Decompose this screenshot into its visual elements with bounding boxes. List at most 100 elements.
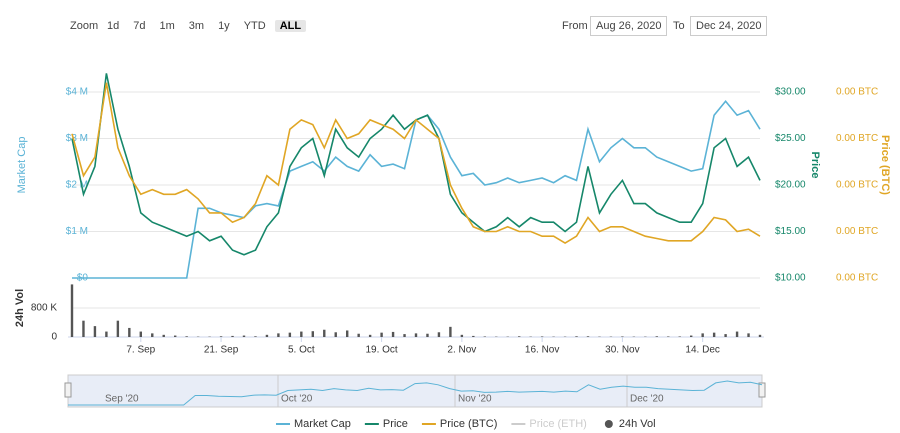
volume-bar bbox=[621, 336, 624, 337]
navigator[interactable] bbox=[67, 374, 763, 408]
volume-bar bbox=[128, 327, 131, 337]
volume-bar bbox=[758, 334, 762, 337]
volume-bar bbox=[449, 326, 452, 337]
volume-bar bbox=[265, 334, 269, 337]
zoom-button[interactable]: 7d bbox=[133, 20, 146, 32]
volume-bar bbox=[70, 284, 74, 337]
navigator-handle[interactable] bbox=[758, 382, 766, 398]
volume-bar bbox=[586, 336, 590, 337]
y-tick-label: $4 M bbox=[66, 87, 88, 98]
volume-bar bbox=[472, 335, 475, 337]
zoom-button[interactable]: ALL bbox=[274, 20, 307, 32]
x-tick-label: 5. Oct bbox=[288, 345, 315, 356]
legend-label[interactable]: Price bbox=[383, 418, 408, 430]
volume-bar bbox=[368, 334, 372, 337]
volume-bar bbox=[747, 333, 750, 337]
volume-bar bbox=[724, 334, 727, 337]
volume-bar bbox=[323, 329, 326, 337]
volume-bar bbox=[540, 336, 544, 337]
volume-bar bbox=[426, 333, 429, 337]
volume-bar bbox=[93, 326, 97, 337]
series-line bbox=[72, 100, 761, 279]
volume-bar bbox=[105, 331, 108, 337]
volume-bar bbox=[460, 334, 464, 337]
x-tick-label: 2. Nov bbox=[447, 345, 476, 356]
y-tick-label: $1 M bbox=[66, 226, 88, 237]
y3-tick-label: 0.00 BTC bbox=[836, 133, 878, 144]
volume-bar bbox=[151, 333, 154, 337]
y3-tick-label: 0.00 BTC bbox=[836, 226, 878, 237]
x-tick-label: 16. Nov bbox=[525, 345, 559, 356]
volume-bar bbox=[380, 332, 383, 337]
volume-bar bbox=[334, 332, 337, 337]
y3-tick-label: 0.00 BTC bbox=[836, 273, 878, 284]
volume-bar bbox=[162, 334, 165, 337]
y-tick-label: $0 bbox=[77, 273, 89, 284]
volume-bar bbox=[254, 336, 257, 337]
y3-axis-title: Price (BTC) bbox=[879, 135, 891, 195]
y-axis-title: Market Cap bbox=[16, 137, 28, 194]
legend-label[interactable]: Price (ETH) bbox=[529, 418, 586, 430]
legend-label[interactable]: 24h Vol bbox=[619, 418, 656, 430]
y2-tick-label: $30.00 bbox=[775, 87, 806, 98]
volume-bar bbox=[346, 330, 349, 337]
zoom-button[interactable]: 1d bbox=[107, 20, 120, 32]
navigator-label: Nov '20 bbox=[458, 394, 492, 405]
volume-bar bbox=[678, 336, 681, 337]
volume-bar bbox=[288, 332, 292, 337]
series-line bbox=[71, 73, 761, 256]
y3-tick-label: 0.00 BTC bbox=[836, 180, 878, 191]
volume-bar bbox=[242, 335, 246, 337]
x-tick-label: 14. Dec bbox=[685, 345, 719, 356]
volume-tick-label: 800 K bbox=[31, 303, 57, 314]
legend-label[interactable]: Market Cap bbox=[294, 418, 351, 430]
volume-axis-title: 24h Vol bbox=[14, 289, 26, 327]
y2-tick-label: $20.00 bbox=[775, 180, 806, 191]
volume-bar bbox=[667, 336, 670, 337]
y-tick-label: $3 M bbox=[66, 133, 88, 144]
zoom-button[interactable]: 3m bbox=[188, 20, 205, 32]
volume-bar bbox=[311, 331, 314, 337]
volume-bar bbox=[300, 331, 303, 337]
volume-bar bbox=[231, 335, 234, 337]
volume-bar bbox=[690, 335, 693, 337]
volume-bar bbox=[701, 333, 704, 337]
volume-bar bbox=[575, 336, 578, 337]
series-line bbox=[71, 82, 761, 245]
volume-bar bbox=[139, 331, 142, 337]
y3-tick-label: 0.00 BTC bbox=[836, 87, 878, 98]
volume-bar bbox=[414, 333, 418, 337]
y2-axis-title: Price bbox=[809, 152, 821, 179]
legend-label[interactable]: Price (BTC) bbox=[440, 418, 497, 430]
navigator-label: Sep '20 bbox=[105, 394, 139, 405]
navigator-label: Oct '20 bbox=[281, 394, 313, 405]
y2-tick-label: $10.00 bbox=[775, 273, 806, 284]
volume-bar bbox=[403, 334, 406, 337]
volume-bar bbox=[116, 320, 120, 337]
volume-bar bbox=[518, 336, 521, 337]
from-date[interactable]: Aug 26, 2020 bbox=[590, 16, 668, 36]
navigator-line bbox=[68, 380, 763, 406]
volume-tick-label: 0 bbox=[51, 332, 57, 343]
volume-bar bbox=[391, 331, 395, 337]
volume-bar bbox=[219, 336, 223, 337]
zoom-button[interactable]: 1y bbox=[218, 20, 230, 32]
volume-bar bbox=[185, 336, 188, 337]
to-label: To bbox=[673, 20, 685, 32]
volume-bar bbox=[174, 335, 177, 337]
x-tick-label: 21. Sep bbox=[204, 345, 239, 356]
x-tick-label: 19. Oct bbox=[365, 345, 397, 356]
zoom-buttons: 1d 7d 1m 3m 1y YTD ALL bbox=[102, 17, 310, 35]
legend-symbol bbox=[604, 420, 613, 428]
navigator-handle[interactable] bbox=[64, 382, 72, 398]
from-label: From bbox=[562, 20, 588, 32]
volume-bar bbox=[437, 332, 441, 337]
y2-tick-label: $25.00 bbox=[775, 133, 806, 144]
zoom-button[interactable]: 1m bbox=[159, 20, 175, 32]
to-date[interactable]: Dec 24, 2020 bbox=[690, 16, 768, 36]
zoom-button[interactable]: YTD bbox=[243, 20, 266, 32]
volume-bar bbox=[655, 336, 658, 337]
volume-bar bbox=[357, 333, 360, 337]
volume-bar bbox=[82, 320, 85, 337]
